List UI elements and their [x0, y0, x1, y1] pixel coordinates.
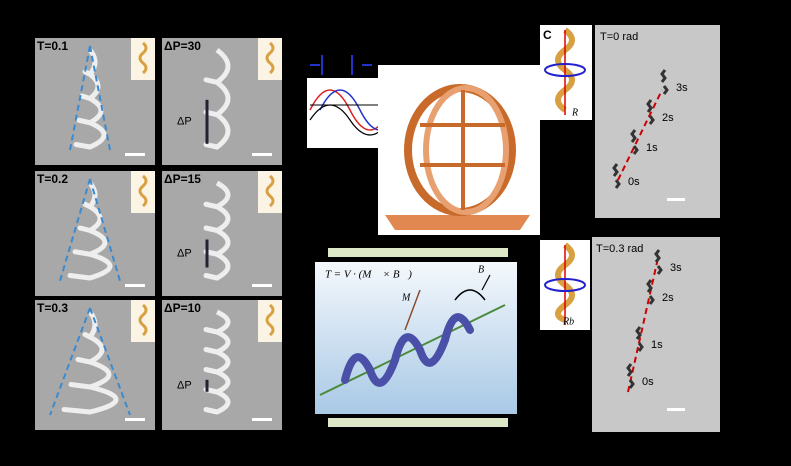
time-label: 2s	[662, 292, 674, 304]
equation: T = V · (M⃗ × B⃗)	[325, 269, 412, 281]
scale-bar	[252, 418, 272, 421]
time-label: 3s	[676, 82, 688, 94]
radius-label: Rb	[562, 316, 574, 327]
time-label: 1s	[651, 339, 663, 351]
condition-label: T=0 rad	[600, 31, 638, 43]
panel-label: T=0.3	[37, 301, 68, 315]
scale-bar	[125, 153, 145, 156]
moment-label: M⃗	[401, 292, 418, 303]
time-label: 0s	[628, 176, 640, 188]
helmholtz-coil	[378, 65, 540, 235]
time-label: 2s	[662, 112, 674, 124]
scale-bar	[252, 153, 272, 156]
pitch-label: ΔP	[177, 380, 192, 392]
field-label: B⃗	[478, 264, 492, 275]
panel-label: ΔP=30	[164, 39, 201, 53]
condition-label: T=0.3 rad	[596, 243, 643, 255]
pitch-label: ΔP	[177, 116, 192, 128]
time-label: 1s	[646, 142, 658, 154]
time-label: 0s	[642, 376, 654, 388]
torque-diagram: T = V · (M⃗ × B⃗) M⃗ B⃗	[315, 248, 517, 427]
figure: T=0.1 T=0.2 T=0.3 ΔP=30 ΔP ΔP=15 ΔP ΔP=10 ΔP T =…	[0, 0, 791, 466]
time-label: 3s	[670, 262, 682, 274]
panel-label: ΔP=10	[164, 301, 201, 315]
radius-label: R	[571, 107, 578, 118]
scale-bar	[125, 284, 145, 287]
panel-label: ΔP=15	[164, 172, 201, 186]
scale-bar	[125, 418, 145, 421]
panel-label: T=0.2	[37, 172, 68, 186]
scale-bar	[252, 284, 272, 287]
panel-letter: C	[543, 28, 552, 42]
pitch-label: ΔP	[177, 247, 192, 259]
panel-label: T=0.1	[37, 39, 68, 53]
